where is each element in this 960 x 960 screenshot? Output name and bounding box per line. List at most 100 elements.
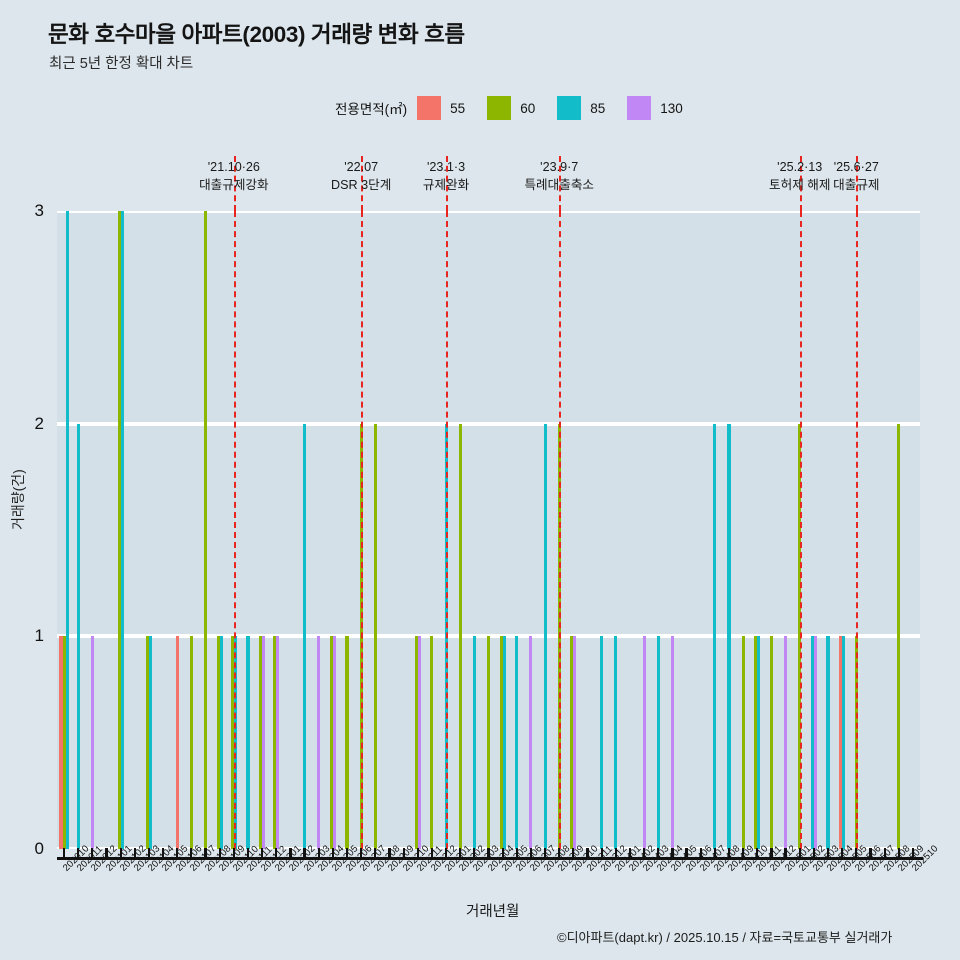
bar[interactable] [317,636,321,849]
bar[interactable] [600,636,604,849]
bar[interactable] [414,636,418,849]
legend-label-85: 85 [590,100,606,116]
bar[interactable] [117,211,121,849]
bar[interactable] [359,423,363,849]
x-tick [133,848,136,859]
bar[interactable] [499,636,503,849]
bar[interactable] [65,211,69,849]
bar[interactable] [757,636,761,849]
bar[interactable] [810,636,814,849]
bar[interactable] [769,636,773,849]
bar[interactable] [839,636,843,849]
x-tick [586,848,589,859]
bar[interactable] [458,423,462,849]
bar[interactable] [175,636,179,849]
bar[interactable] [230,636,234,849]
x-tick [388,848,391,859]
bar[interactable] [262,636,266,849]
bar[interactable] [670,636,674,849]
bar[interactable] [90,636,94,849]
bar[interactable] [203,211,208,849]
bar[interactable] [373,423,377,849]
y-tick-label-0: 0 [34,839,44,858]
bar[interactable] [897,423,901,849]
x-tick [331,848,334,859]
bar[interactable] [59,636,63,849]
event-line-stub-202309 [559,156,562,211]
bar[interactable] [472,636,476,849]
x-tick [600,848,603,859]
y-axis-title: 거래량(건) [10,469,26,530]
x-axis-title: 거래년월 [466,904,520,920]
bar[interactable] [430,636,434,849]
legend-swatch-130 [627,96,652,120]
bar[interactable] [216,636,220,849]
event-date: '21.10·26 [207,160,260,174]
event-date: '25.2·13 [777,160,823,174]
bar[interactable] [273,636,277,849]
x-tick [529,848,533,859]
x-tick [826,848,830,859]
bar[interactable] [246,636,250,849]
bar[interactable] [727,423,731,849]
legend-swatch-85 [557,96,582,120]
bar[interactable] [784,636,788,849]
bar[interactable] [614,636,618,849]
x-tick [543,848,547,859]
bar[interactable] [259,636,263,849]
x-tick [317,848,320,859]
bar[interactable] [145,636,149,849]
legend-item-55[interactable]: 55 [417,96,487,120]
bar[interactable] [120,211,124,849]
bar[interactable] [813,636,817,849]
legend-item-130[interactable]: 130 [627,96,683,120]
bar[interactable] [486,636,491,849]
bar[interactable] [62,636,66,849]
legend-item-60[interactable]: 60 [487,96,557,120]
x-tick [275,848,278,859]
bar[interactable] [332,636,336,849]
bar[interactable] [543,423,547,849]
x-tick [855,848,858,859]
bar[interactable] [276,636,280,849]
event-name: 토허제 해제 [769,178,831,193]
legend-item-85[interactable]: 85 [557,96,627,120]
x-tick [261,848,264,859]
x-tick [727,848,731,859]
bar[interactable] [713,423,717,849]
bar[interactable] [842,636,846,849]
bar[interactable] [529,636,533,849]
bar[interactable] [570,636,574,849]
event-label-202502: '25.2·13 토허제 해제 [769,158,830,195]
bar[interactable] [656,636,660,849]
legend-label-60: 60 [520,100,536,116]
bar[interactable] [329,636,333,849]
x-tick [190,848,193,859]
bar[interactable] [219,636,223,849]
event-date: '23.1·3 [426,160,466,174]
bar[interactable] [515,636,519,849]
x-tick [416,848,419,859]
x-tick [628,848,632,859]
x-tick [756,848,759,859]
bar[interactable] [345,636,349,849]
event-name: 대출규제 [833,178,880,193]
bar[interactable] [189,636,193,849]
x-tick [176,848,179,859]
bar[interactable] [148,636,153,849]
bar[interactable] [76,423,80,849]
x-tick [883,848,886,859]
bar[interactable] [502,636,506,849]
event-name: 대출규제강화 [199,178,269,193]
bar[interactable] [303,423,307,849]
bar[interactable] [826,636,830,849]
x-tick [147,848,151,859]
bar[interactable] [573,636,577,849]
x-tick [459,848,462,859]
bar[interactable] [417,636,421,849]
x-tick [162,848,165,859]
bar[interactable] [754,636,758,849]
bar[interactable] [741,636,745,849]
bar[interactable] [642,636,646,849]
